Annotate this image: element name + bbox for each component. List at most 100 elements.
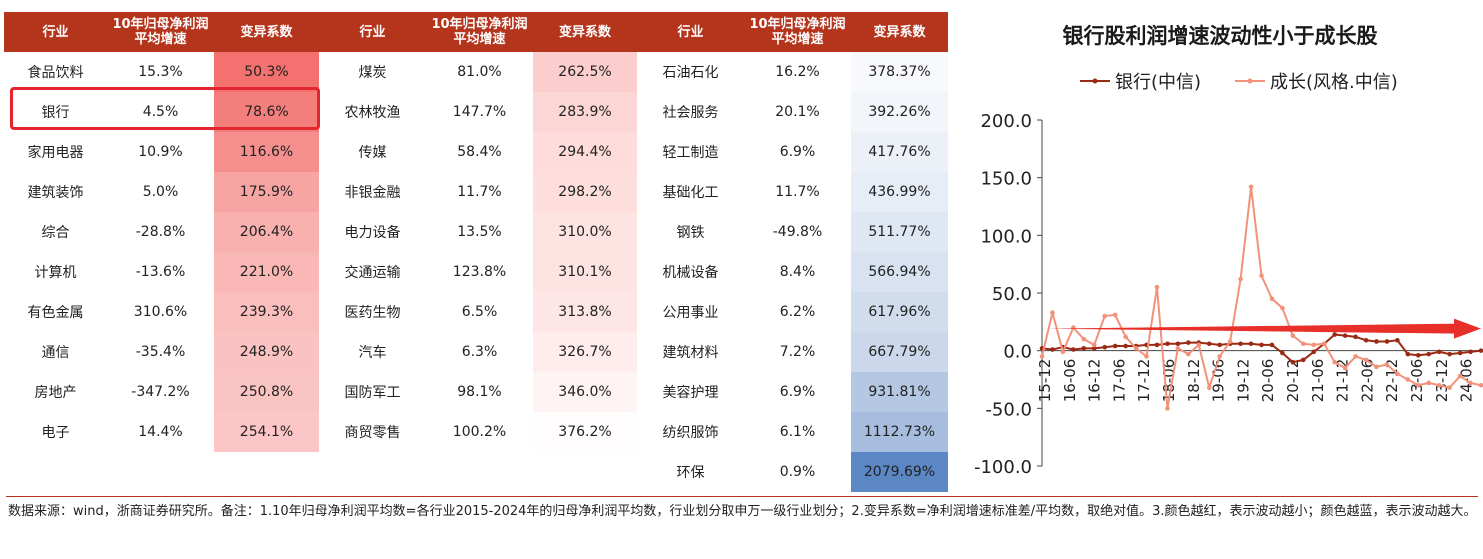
- growth-cell: -35.4%: [135, 344, 186, 360]
- cv-cell: 417.76%: [851, 132, 948, 172]
- trend-arrow-head: [1454, 318, 1481, 339]
- data-point-2: [1060, 349, 1066, 355]
- legend-label-1: 银行(中信): [1115, 72, 1201, 93]
- cv-cell: 310.1%: [533, 252, 637, 292]
- growth-cell: 123.8%: [452, 264, 507, 280]
- industry-cell: 环保: [676, 465, 705, 481]
- data-point-2: [1395, 371, 1400, 377]
- table-row: 综合 -28.8% 206.4% 电力设备 13.5% 310.0% 钢铁 -49.8% 511…: [4, 212, 948, 252]
- data-point-1: [1280, 350, 1285, 356]
- table-header-row: 行业 10年归母净利润 平均增速 变异系数 行业 10年归母净利润 平均增速 变异系数 行业…: [4, 12, 948, 52]
- empty-cell: [426, 452, 533, 492]
- data-point-2: [1154, 284, 1160, 290]
- x-tick-label: 21-06: [1309, 359, 1327, 403]
- data-point-2: [1102, 313, 1108, 319]
- header-growth: 10年归母净利润 平均增速: [107, 12, 214, 52]
- cv-cell: 931.81%: [851, 372, 948, 412]
- data-point-1: [1478, 348, 1483, 353]
- data-point-2: [1384, 362, 1390, 367]
- industry-cell: 机械设备: [662, 265, 719, 281]
- data-point-1: [1395, 337, 1400, 343]
- industry-cell: 房地产: [34, 385, 77, 401]
- cv-cell: 617.96%: [851, 292, 948, 332]
- cv-cell: 206.4%: [214, 212, 319, 252]
- cv-cell: 511.77%: [851, 212, 948, 252]
- data-point-2: [1405, 377, 1411, 382]
- data-point-2: [1112, 312, 1118, 318]
- series-line-1: [1041, 333, 1482, 364]
- data-point-2: [1071, 325, 1076, 330]
- growth-cell: 6.5%: [461, 304, 498, 320]
- growth-cell: 100.2%: [452, 424, 507, 440]
- data-point-2: [1133, 346, 1139, 351]
- table-row: 家用电器 10.9% 116.6% 传媒 58.4% 294.4% 轻工制造 6.9% 417.…: [4, 132, 948, 172]
- growth-cell: 0.9%: [779, 464, 816, 480]
- x-tick-label: 21-12: [1334, 359, 1352, 403]
- table-row: 电子 14.4% 254.1% 商贸零售 100.2% 376.2% 纺织服饰 6.1% 111…: [4, 412, 948, 452]
- data-point-1: [1154, 342, 1160, 348]
- x-tick-label: 23-06: [1408, 359, 1426, 403]
- data-point-2: [1290, 333, 1296, 338]
- data-point-2: [1280, 305, 1285, 311]
- data-point-1: [1332, 332, 1337, 337]
- data-point-2: [1123, 334, 1128, 340]
- y-tick-label: -50.0: [985, 399, 1032, 420]
- y-tick-label: 50.0: [992, 284, 1032, 305]
- x-tick-label: 23-12: [1433, 359, 1451, 403]
- growth-cell: 6.2%: [779, 304, 816, 320]
- cv-cell: 239.3%: [214, 292, 319, 332]
- industry-cell: 医药生物: [344, 305, 401, 321]
- data-point-1: [1259, 342, 1264, 348]
- data-point-1: [1123, 343, 1128, 349]
- cv-cell: 566.94%: [851, 252, 948, 292]
- y-tick-label: 100.0: [980, 226, 1032, 247]
- x-tick-label: 17-12: [1135, 359, 1153, 403]
- data-point-1: [1301, 357, 1306, 363]
- data-point-2: [1363, 357, 1369, 363]
- growth-cell: 14.4%: [138, 424, 183, 440]
- data-point-2: [1311, 342, 1317, 348]
- table-row: 计算机 -13.6% 221.0% 交通运输 123.8% 310.1% 机械设备 8.4% 5…: [4, 252, 948, 292]
- legend-marker-2: [1247, 78, 1253, 84]
- bank-highlight-box: [10, 87, 320, 130]
- line-chart: 银行(中信) 成长(风格.中信) 200.0 150.0 100.0 50.0 0.0 -50…: [974, 72, 1483, 478]
- cv-cell: 326.7%: [533, 332, 637, 372]
- growth-cell: 16.2%: [775, 64, 820, 80]
- cv-cell: 298.2%: [533, 172, 637, 212]
- header-cv: 变异系数: [214, 12, 319, 52]
- data-point-1: [1186, 340, 1191, 345]
- growth-cell: -49.8%: [772, 224, 823, 240]
- data-point-2: [1269, 296, 1275, 302]
- data-point-1: [1206, 341, 1212, 347]
- data-point-1: [1374, 339, 1379, 344]
- cv-cell: 78.6%: [214, 92, 319, 132]
- data-point-1: [1102, 344, 1108, 350]
- source-note: 数据来源：wind，浙商证券研究所。备注：1.10年归母净利润平均数=各行业20…: [8, 504, 1477, 519]
- growth-cell: -347.2%: [131, 384, 190, 400]
- header-cv: 变异系数: [851, 12, 948, 52]
- data-point-1: [1091, 346, 1097, 351]
- data-point-1: [1415, 352, 1421, 358]
- industry-volatility-table: 行业 10年归母净利润 平均增速 变异系数 行业 10年归母净利润 平均增速 变异系数 行业…: [4, 12, 948, 492]
- cv-cell: 2079.69%: [851, 452, 948, 492]
- data-point-2: [1447, 385, 1452, 390]
- trend-arrow-body: [1046, 323, 1457, 334]
- data-point-2: [1321, 341, 1327, 347]
- growth-cell: -28.8%: [135, 224, 186, 240]
- industry-cell: 轻工制造: [662, 145, 719, 161]
- growth-cell: 10.9%: [138, 144, 183, 160]
- data-point-1: [1290, 359, 1296, 365]
- empty-cell: [4, 452, 107, 492]
- data-point-2: [1238, 276, 1243, 282]
- industry-cell: 社会服务: [662, 105, 719, 121]
- industry-cell: 计算机: [34, 265, 77, 281]
- data-point-1: [1457, 350, 1463, 356]
- growth-cell: -13.6%: [135, 264, 186, 280]
- header-industry: 行业: [319, 12, 426, 52]
- industry-cell: 银行: [41, 105, 70, 121]
- growth-cell: 147.7%: [452, 104, 507, 120]
- data-point-2: [1478, 382, 1483, 388]
- y-tick-label: -100.0: [974, 457, 1032, 478]
- header-industry: 行业: [637, 12, 744, 52]
- growth-cell: 7.2%: [779, 344, 816, 360]
